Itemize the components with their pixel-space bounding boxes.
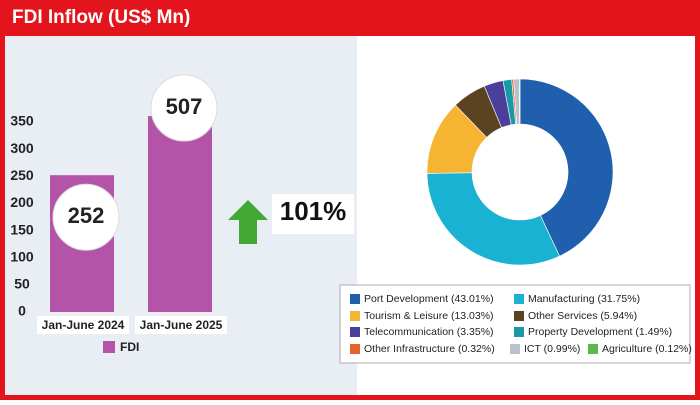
x-tick-label: Jan-June 2025 — [140, 318, 223, 332]
value-bubble — [52, 183, 120, 251]
legend-swatch — [350, 294, 360, 304]
annotation: 101% — [280, 196, 347, 226]
y-tick-label: 0 — [18, 303, 26, 319]
y-tick-label: 100 — [10, 248, 34, 264]
y-tick-label: 250 — [10, 167, 34, 183]
category-box — [135, 316, 227, 334]
y-tick-label: 200 — [10, 194, 34, 210]
y-tick-label: 150 — [10, 221, 34, 237]
annotation-box — [272, 194, 354, 234]
legend-label: Property Development (1.49%) — [528, 326, 672, 338]
legend-label: Port Development (43.01%) — [364, 293, 494, 305]
legend-swatch — [103, 341, 115, 353]
legend-swatch — [514, 327, 524, 337]
legend-swatch — [514, 311, 524, 321]
legend-label: ICT (0.99%) — [524, 343, 580, 355]
value-bubble — [150, 74, 218, 142]
legend-swatch — [514, 294, 524, 304]
donut-slice — [426, 172, 560, 266]
legend-label: Telecommunication (3.35%) — [364, 326, 494, 338]
legend-swatch — [350, 344, 360, 354]
up-arrow — [228, 200, 268, 244]
legend-label: FDI — [120, 340, 139, 354]
donut-slice — [519, 78, 614, 257]
category-box — [37, 316, 129, 334]
legend-label: Manufacturing (31.75%) — [528, 293, 640, 305]
legend-swatch — [350, 311, 360, 321]
chart-title: FDI Inflow (US$ Mn) — [12, 7, 190, 28]
donut-slice — [518, 78, 521, 125]
y-tick-label: 350 — [10, 113, 34, 129]
legend-label: Other Services (5.94%) — [528, 310, 637, 322]
legend-swatch — [350, 327, 360, 337]
legend-swatch — [510, 344, 520, 354]
y-tick-label: 50 — [14, 276, 30, 292]
value-label: 252 — [68, 203, 105, 228]
legend-label: Agriculture (0.12%) — [602, 343, 692, 355]
legend-swatch — [588, 344, 598, 354]
legend-label: Other Infrastructure (0.32%) — [364, 343, 495, 355]
value-label: 507 — [166, 94, 203, 119]
y-tick-label: 300 — [10, 140, 34, 156]
x-tick-label: Jan-June 2024 — [42, 318, 125, 332]
legend-label: Tourism & Leisure (13.03%) — [364, 310, 494, 322]
bar — [148, 116, 212, 313]
